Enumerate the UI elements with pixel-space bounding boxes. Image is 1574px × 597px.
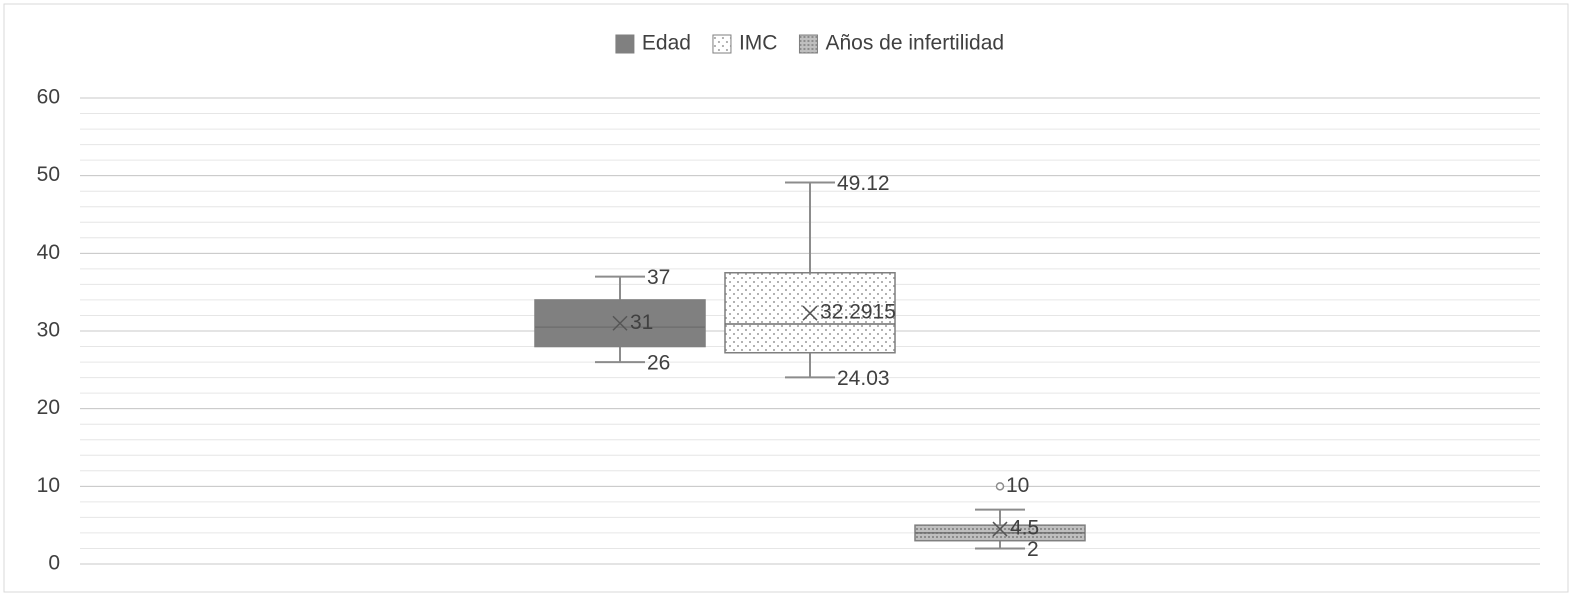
legend-swatch [712,34,732,54]
data-label: 26 [647,352,670,375]
legend-item: IMC [712,32,778,55]
legend-item: Edad [615,32,691,55]
data-label: 4.5 [1010,517,1039,540]
legend: Edad IMC Años de infertilidad [615,32,1004,55]
data-label: 32.2915 [820,301,896,324]
legend-swatch [615,34,635,54]
y-tick-label: 0 [48,552,60,575]
legend-item: Años de infertilidad [798,32,1004,55]
y-tick-label: 10 [37,474,60,497]
legend-swatch [798,34,818,54]
data-label: 10 [1006,474,1029,497]
y-tick-label: 20 [37,396,60,419]
mean-marker [992,521,1008,537]
legend-label: IMC [739,32,778,55]
data-label: 31 [630,311,653,334]
mean-marker [802,305,818,321]
mean-marker [612,315,628,331]
data-label: 37 [647,266,670,289]
legend-label: Edad [642,32,691,55]
y-tick-label: 40 [37,241,60,264]
y-tick-label: 60 [37,86,60,109]
y-tick-label: 30 [37,319,60,342]
y-tick-label: 50 [37,163,60,186]
data-label: 24.03 [837,367,890,390]
outlier [995,482,1005,491]
data-label: 2 [1027,538,1039,561]
data-label: 49.12 [837,172,890,195]
legend-label: Años de infertilidad [825,32,1004,55]
